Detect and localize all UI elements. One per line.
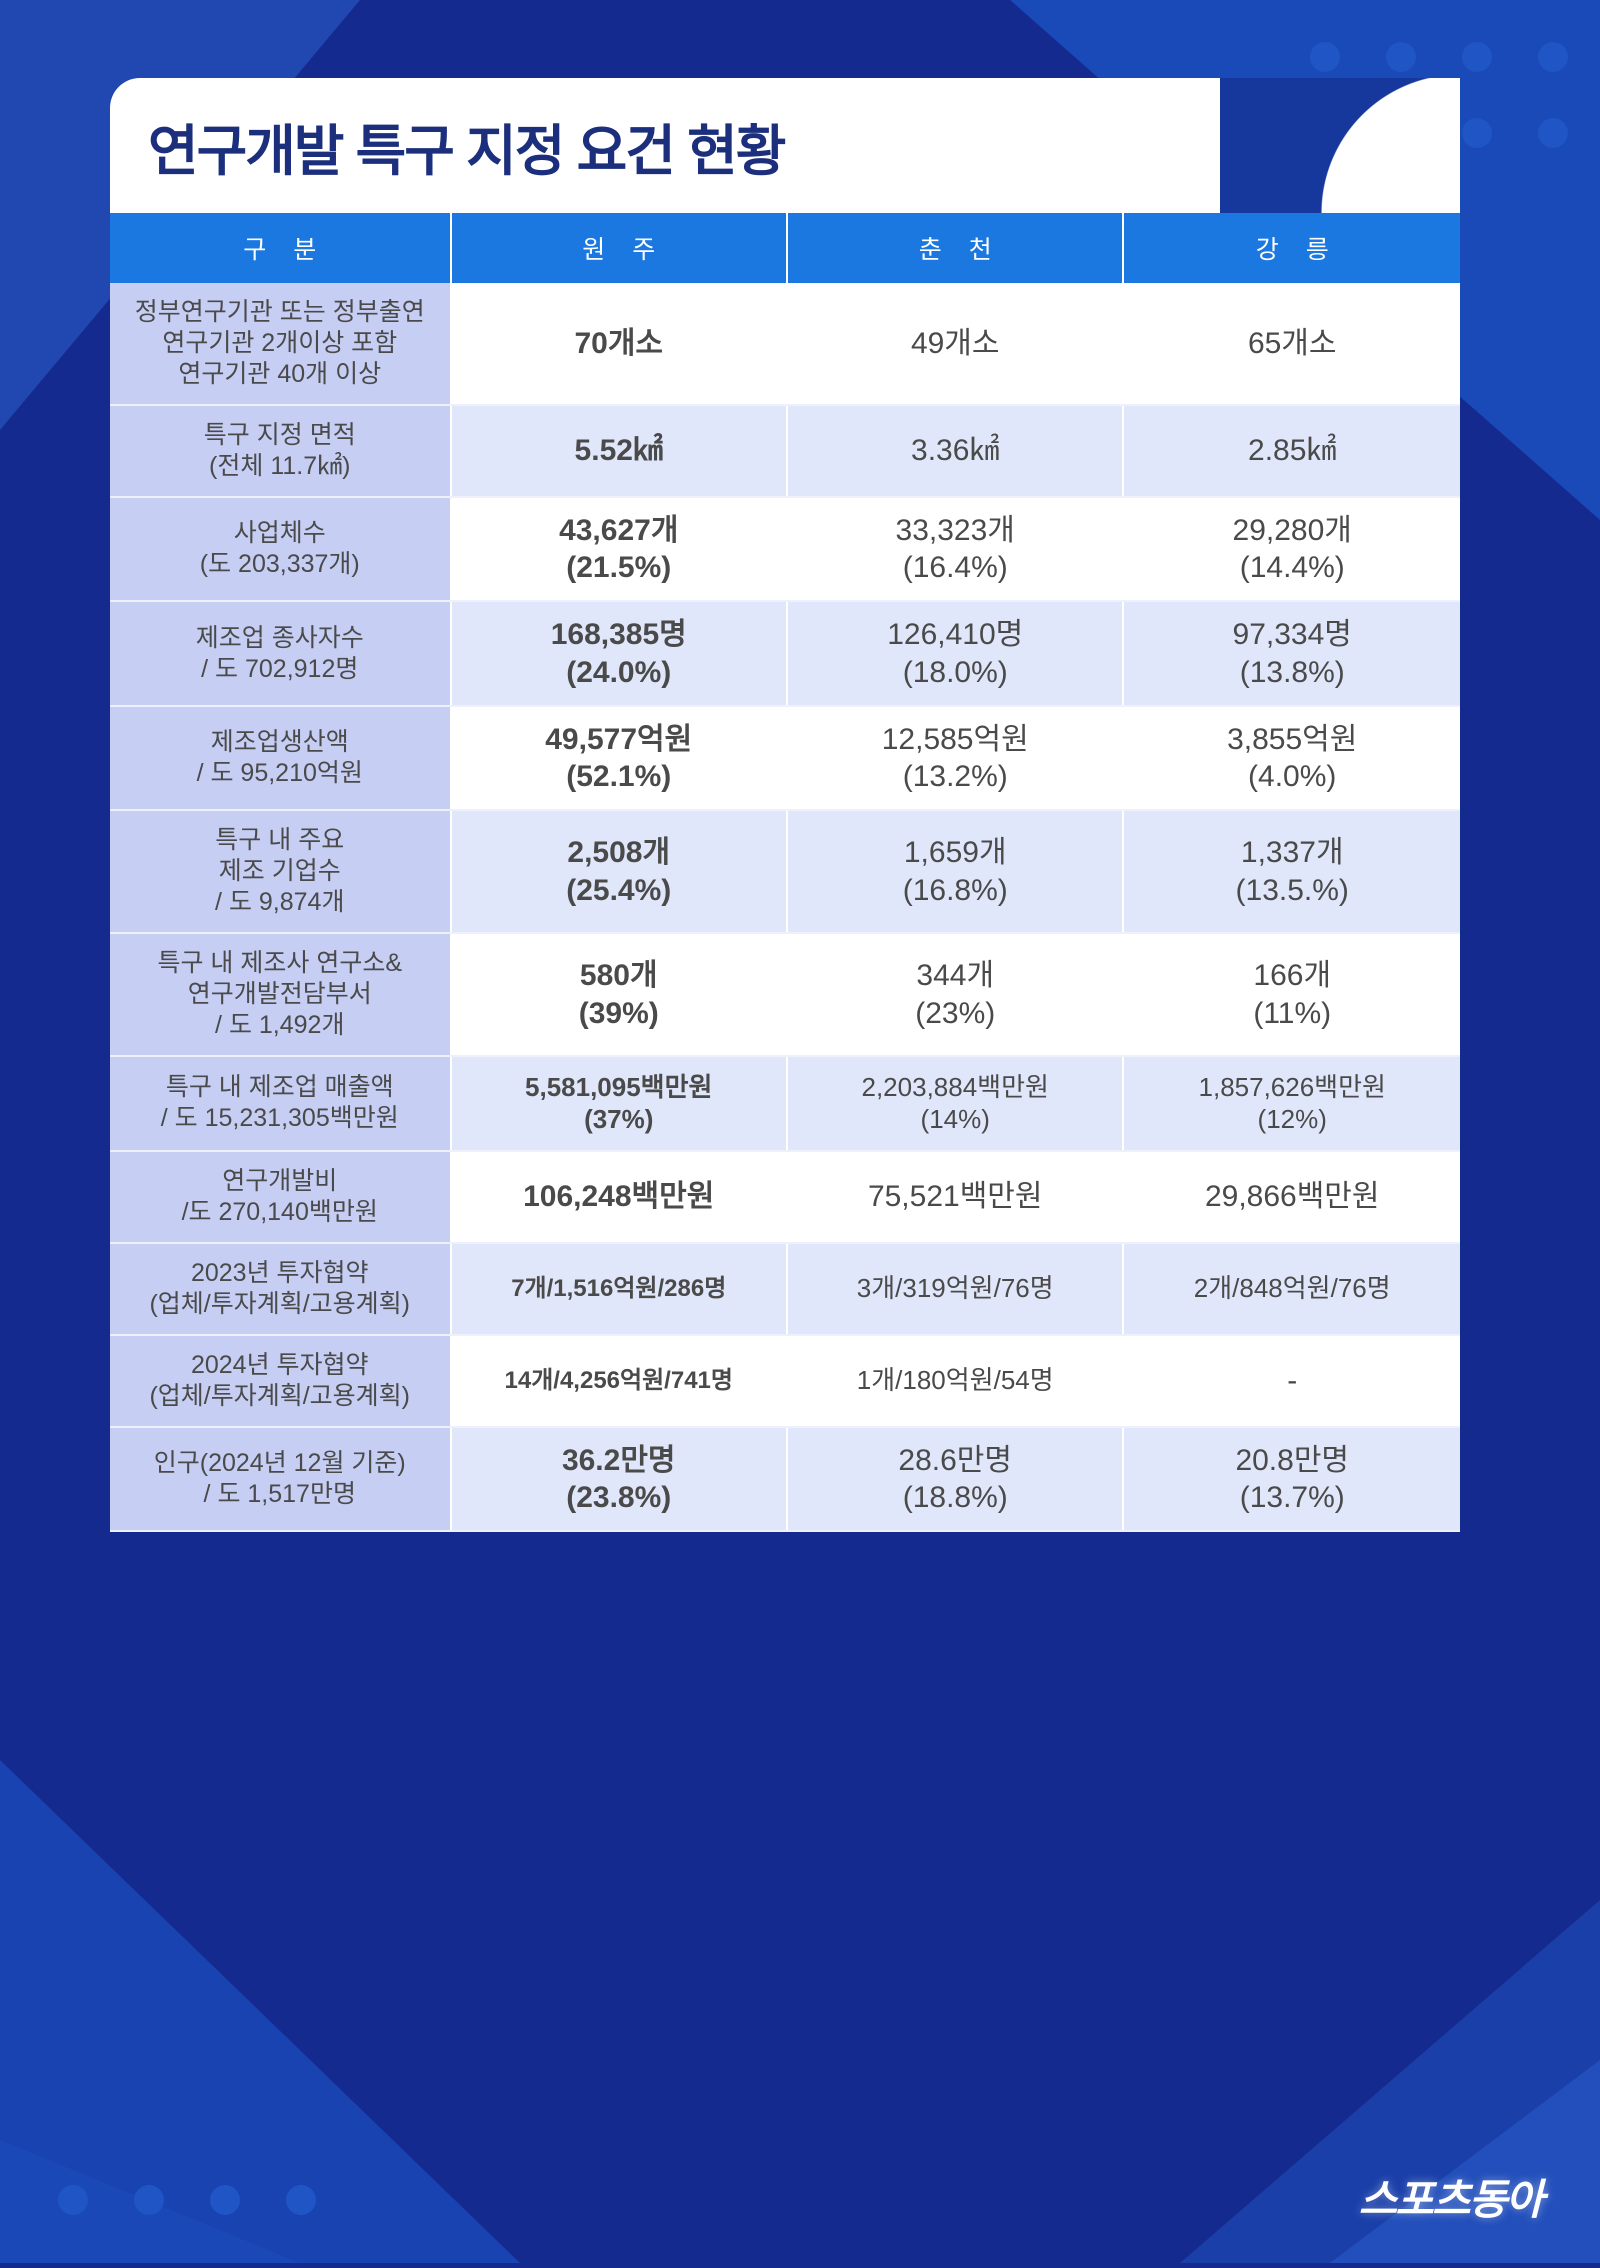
- decorative-dot: [210, 2185, 240, 2215]
- cell-wonju: 580개 (39%): [450, 933, 788, 1058]
- cell-chuncheon: 2,203,884백만원 (14%): [786, 1056, 1125, 1152]
- dot-grid-bottom-left: [58, 2185, 316, 2215]
- cell-chuncheon: 75,521백만원: [786, 1150, 1125, 1244]
- row-label: 정부연구기관 또는 정부출연 연구기관 2개이상 포함 연구기관 40개 이상: [110, 283, 452, 406]
- decorative-dot: [134, 2185, 164, 2215]
- cell-wonju: 7개/1,516억원/286명: [450, 1242, 788, 1336]
- cell-chuncheon: 3.36㎢: [786, 405, 1125, 498]
- cell-wonju: 43,627개 (21.5%): [450, 497, 788, 603]
- row-label: 특구 내 제조사 연구소& 연구개발전담부서 / 도 1,492개: [110, 933, 452, 1058]
- decorative-dot: [286, 2185, 316, 2215]
- cell-chuncheon: 49개소: [786, 283, 1125, 406]
- cell-gangneung: 1,337개 (13.5.%): [1123, 810, 1460, 935]
- cell-wonju: 70개소: [450, 283, 788, 406]
- page-title: 연구개발 특구 지정 요건 현황: [148, 119, 786, 182]
- decorative-dot: [58, 2185, 88, 2215]
- cell-wonju: 168,385명 (24.0%): [450, 601, 788, 707]
- cell-chuncheon: 1,659개 (16.8%): [786, 810, 1125, 935]
- decorative-dot: [1462, 42, 1492, 72]
- cell-chuncheon: 33,323개 (16.4%): [786, 497, 1125, 603]
- table-row: 정부연구기관 또는 정부출연 연구기관 2개이상 포함 연구기관 40개 이상 70개…: [110, 283, 1460, 406]
- row-label: 특구 내 제조업 매출액 / 도 15,231,305백만원: [110, 1056, 452, 1152]
- cell-gangneung: 2.85㎢: [1123, 405, 1460, 498]
- table-header: 구 분 원 주 춘 천 강 릉: [110, 213, 1460, 283]
- table-body: 정부연구기관 또는 정부출연 연구기관 2개이상 포함 연구기관 40개 이상 70개…: [110, 283, 1460, 1532]
- cell-gangneung: 29,866백만원: [1123, 1150, 1460, 1244]
- cell-wonju: 14개/4,256억원/741명: [450, 1334, 788, 1428]
- row-label: 제조업생산액 / 도 95,210억원: [110, 705, 452, 812]
- table-header-row: 구 분 원 주 춘 천 강 릉: [110, 213, 1460, 283]
- cell-chuncheon: 126,410명 (18.0%): [786, 601, 1125, 707]
- column-header-gangneung: 강 릉: [1123, 213, 1460, 283]
- infographic-card: 연구개발 특구 지정 요건 현황 구 분 원 주 춘 천 강 릉 정부연구기관 …: [110, 78, 1460, 1532]
- table-row: 2024년 투자협약 (업체/투자계획/고용계획) 14개/4,256억원/741명…: [110, 1334, 1460, 1428]
- cell-wonju: 2,508개 (25.4%): [450, 810, 788, 935]
- row-label: 2023년 투자협약 (업체/투자계획/고용계획): [110, 1242, 452, 1336]
- row-label: 특구 내 주요 제조 기업수 / 도 9,874개: [110, 810, 452, 935]
- table-row: 특구 내 제조업 매출액 / 도 15,231,305백만원 5,581,095백만…: [110, 1056, 1460, 1152]
- cell-chuncheon: 3개/319억원/76명: [786, 1242, 1125, 1336]
- table-row: 특구 내 제조사 연구소& 연구개발전담부서 / 도 1,492개 580개 (39%)…: [110, 933, 1460, 1058]
- table-row: 제조업 종사자수 / 도 702,912명 168,385명 (24.0%) 126,4…: [110, 601, 1460, 707]
- table-row: 인구(2024년 12월 기준) / 도 1,517만명 36.2만명 (23.8%)…: [110, 1426, 1460, 1532]
- cell-gangneung: 65개소: [1123, 283, 1460, 406]
- publisher-logo: 스포츠동아: [1358, 2176, 1544, 2223]
- cell-gangneung: 29,280개 (14.4%): [1123, 497, 1460, 603]
- decorative-dot: [1538, 42, 1568, 72]
- row-label: 특구 지정 면적 (전체 11.7㎢): [110, 405, 452, 498]
- row-label: 인구(2024년 12월 기준) / 도 1,517만명: [110, 1426, 452, 1532]
- column-header-chuncheon: 춘 천: [786, 213, 1125, 283]
- cell-wonju: 36.2만명 (23.8%): [450, 1426, 788, 1532]
- requirements-table: 구 분 원 주 춘 천 강 릉 정부연구기관 또는 정부출연 연구기관 2개이상 …: [110, 213, 1460, 1532]
- column-header-wonju: 원 주: [450, 213, 788, 283]
- row-label: 제조업 종사자수 / 도 702,912명: [110, 601, 452, 707]
- cell-gangneung: 3,855억원 (4.0%): [1123, 705, 1460, 812]
- table-row: 2023년 투자협약 (업체/투자계획/고용계획) 7개/1,516억원/286명 3…: [110, 1242, 1460, 1336]
- row-label: 연구개발비/도 270,140백만원: [110, 1150, 452, 1244]
- table-row: 특구 내 주요 제조 기업수 / 도 9,874개 2,508개 (25.4%) 1,65…: [110, 810, 1460, 935]
- column-header-category: 구 분: [110, 213, 452, 283]
- cell-chuncheon: 12,585억원 (13.2%): [786, 705, 1125, 812]
- table-row: 특구 지정 면적 (전체 11.7㎢) 5.52㎢ 3.36㎢ 2.85㎢: [110, 405, 1460, 498]
- decorative-dot: [1386, 42, 1416, 72]
- cell-gangneung: 2개/848억원/76명: [1123, 1242, 1460, 1336]
- table-container: 구 분 원 주 춘 천 강 릉 정부연구기관 또는 정부출연 연구기관 2개이상 …: [110, 213, 1460, 1532]
- cell-wonju: 49,577억원 (52.1%): [450, 705, 788, 812]
- table-row: 제조업생산액 / 도 95,210억원 49,577억원 (52.1%) 12,585억…: [110, 705, 1460, 812]
- decorative-dot: [1310, 42, 1340, 72]
- cell-gangneung: -: [1123, 1334, 1460, 1428]
- decorative-dot: [1462, 118, 1492, 148]
- cell-chuncheon: 344개 (23%): [786, 933, 1125, 1058]
- title-plate: 연구개발 특구 지정 요건 현황: [110, 78, 1460, 213]
- cell-wonju: 5,581,095백만원 (37%): [450, 1056, 788, 1152]
- table-row: 연구개발비/도 270,140백만원 106,248백만원 75,521백만원 29,…: [110, 1150, 1460, 1244]
- cell-gangneung: 97,334명 (13.8%): [1123, 601, 1460, 707]
- row-label: 사업체수 (도 203,337개): [110, 497, 452, 603]
- cell-gangneung: 166개 (11%): [1123, 933, 1460, 1058]
- table-row: 사업체수 (도 203,337개) 43,627개 (21.5%) 33,323개 (16…: [110, 497, 1460, 603]
- row-label: 2024년 투자협약 (업체/투자계획/고용계획): [110, 1334, 452, 1428]
- cell-gangneung: 20.8만명 (13.7%): [1123, 1426, 1460, 1532]
- cell-chuncheon: 1개/180억원/54명: [786, 1334, 1125, 1428]
- decorative-dot: [1538, 118, 1568, 148]
- cell-chuncheon: 28.6만명 (18.8%): [786, 1426, 1125, 1532]
- cell-wonju: 5.52㎢: [450, 405, 788, 498]
- cell-wonju: 106,248백만원: [450, 1150, 788, 1244]
- cell-gangneung: 1,857,626백만원 (12%): [1123, 1056, 1460, 1152]
